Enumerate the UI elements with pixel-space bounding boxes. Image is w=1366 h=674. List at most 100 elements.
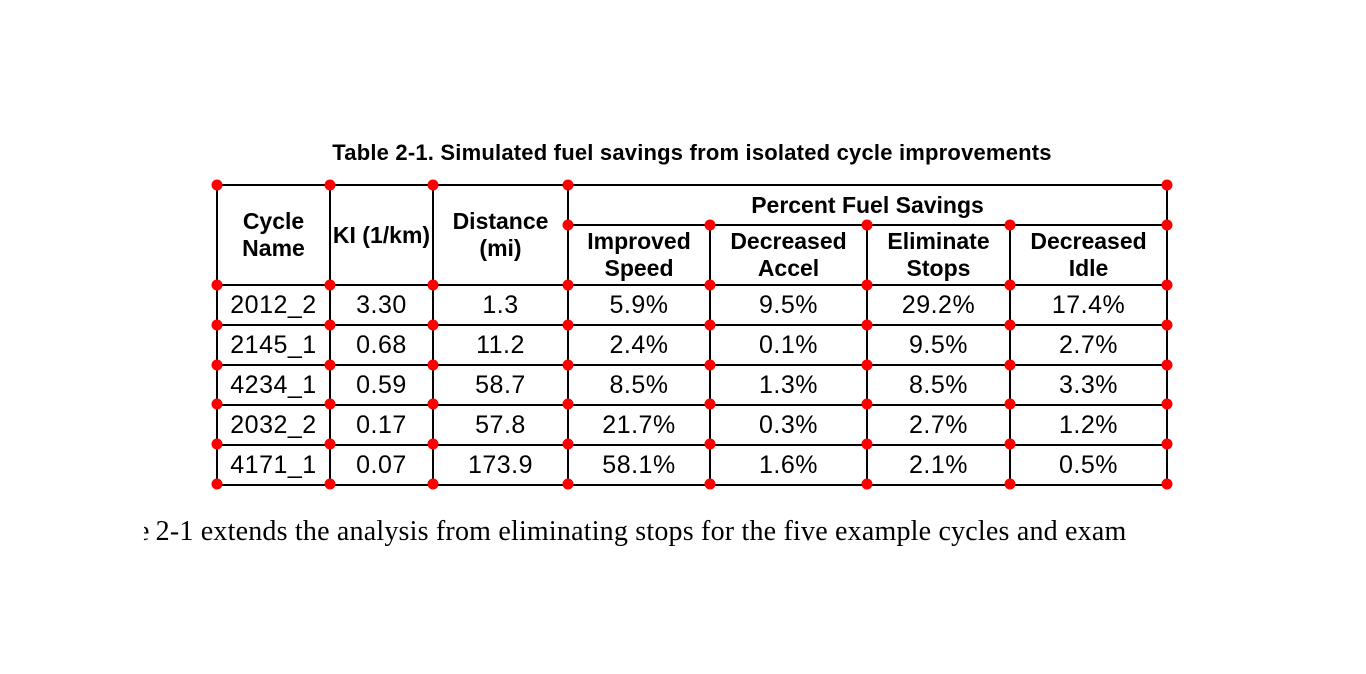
table-row: 4171_1 0.07 173.9 58.1% 1.6% 2.1% 0.5% bbox=[216, 444, 1169, 486]
cell-decreased-accel: 1.3% bbox=[709, 364, 868, 406]
cell-corner-marker bbox=[1004, 279, 1016, 291]
cell-corner-marker bbox=[562, 359, 574, 371]
table-row: 2145_1 0.68 11.2 2.4% 0.1% 9.5% 2.7% bbox=[216, 324, 1169, 366]
cell-corner-marker bbox=[704, 219, 716, 231]
cell-distance: 57.8 bbox=[432, 404, 569, 446]
cell-corner-marker bbox=[427, 179, 439, 191]
cell-decreased-accel: 1.6% bbox=[709, 444, 868, 486]
cell-eliminate-stops: 2.7% bbox=[866, 404, 1011, 446]
cell-cycle-name: 4234_1 bbox=[216, 364, 331, 406]
cell-corner-marker bbox=[427, 319, 439, 331]
cell-corner-marker bbox=[324, 179, 336, 191]
col-header-cycle-name: Cycle Name bbox=[216, 184, 331, 286]
col-header-ki: KI (1/km) bbox=[329, 184, 434, 286]
cell-ki: 0.59 bbox=[329, 364, 434, 406]
cell-corner-marker bbox=[427, 279, 439, 291]
cell-corner-marker bbox=[324, 438, 336, 450]
cell-corner-marker bbox=[1004, 398, 1016, 410]
cell-corner-marker bbox=[861, 279, 873, 291]
cell-decreased-idle: 1.2% bbox=[1008, 404, 1169, 446]
cell-decreased-accel: 0.1% bbox=[709, 324, 868, 366]
cell-corner-marker bbox=[861, 398, 873, 410]
cell-corner-marker bbox=[1161, 279, 1173, 291]
cell-corner-marker bbox=[1004, 319, 1016, 331]
cell-decreased-accel: 0.3% bbox=[709, 404, 868, 446]
cell-corner-marker bbox=[861, 438, 873, 450]
group-header-percent-fuel-savings: Percent Fuel Savings bbox=[566, 184, 1169, 226]
body-text: 2-1 extends the analysis from eliminatin… bbox=[155, 516, 1127, 547]
cell-decreased-idle: 3.3% bbox=[1008, 364, 1169, 406]
cell-improved-speed: 2.4% bbox=[567, 324, 711, 366]
table-row: 2032_2 0.17 57.8 21.7% 0.3% 2.7% 1.2% bbox=[216, 404, 1169, 446]
cell-decreased-idle: 17.4% bbox=[1008, 284, 1169, 326]
cell-improved-speed: 5.9% bbox=[567, 284, 711, 326]
cell-improved-speed: 8.5% bbox=[567, 364, 711, 406]
cell-ki: 0.68 bbox=[329, 324, 434, 366]
cell-corner-marker bbox=[562, 279, 574, 291]
cell-decreased-idle: 2.7% bbox=[1008, 324, 1169, 366]
cell-corner-marker bbox=[1161, 219, 1173, 231]
cell-distance: 173.9 bbox=[432, 444, 569, 486]
cell-distance: 11.2 bbox=[432, 324, 569, 366]
cell-cycle-name: 4171_1 bbox=[216, 444, 331, 486]
cell-corner-marker bbox=[427, 359, 439, 371]
cell-corner-marker bbox=[562, 319, 574, 331]
cell-corner-marker bbox=[562, 398, 574, 410]
cell-distance: 1.3 bbox=[432, 284, 569, 326]
cell-corner-marker bbox=[427, 438, 439, 450]
cell-eliminate-stops: 29.2% bbox=[866, 284, 1011, 326]
cell-corner-marker bbox=[562, 179, 574, 191]
cell-distance: 58.7 bbox=[432, 364, 569, 406]
cell-corner-marker bbox=[427, 478, 439, 490]
clipped-word-fragment: e bbox=[137, 516, 150, 547]
cell-ki: 0.07 bbox=[329, 444, 434, 486]
cell-cycle-name: 2145_1 bbox=[216, 324, 331, 366]
cell-corner-marker bbox=[861, 359, 873, 371]
header-row-group: Cycle Name KI (1/km) Distance (mi) Perce… bbox=[216, 184, 1169, 286]
cell-corner-marker bbox=[704, 279, 716, 291]
table-row: 4234_1 0.59 58.7 8.5% 1.3% 8.5% 3.3% bbox=[216, 364, 1169, 406]
cell-ki: 3.30 bbox=[329, 284, 434, 326]
cell-corner-marker bbox=[861, 219, 873, 231]
cell-eliminate-stops: 8.5% bbox=[866, 364, 1011, 406]
cell-corner-marker bbox=[1161, 179, 1173, 191]
cell-corner-marker bbox=[562, 438, 574, 450]
cell-improved-speed: 21.7% bbox=[567, 404, 711, 446]
cell-corner-marker bbox=[1161, 438, 1173, 450]
table-row: 2012_2 3.30 1.3 5.9% 9.5% 29.2% 17.4% bbox=[216, 284, 1169, 326]
cell-decreased-idle: 0.5% bbox=[1008, 444, 1169, 486]
cell-corner-marker bbox=[704, 359, 716, 371]
body-text-line: e 2-1 extends the analysis from eliminati… bbox=[137, 514, 1127, 550]
col-header-decreased-idle: Decreased Idle bbox=[1008, 224, 1169, 286]
cell-corner-marker bbox=[324, 319, 336, 331]
cell-eliminate-stops: 9.5% bbox=[866, 324, 1011, 366]
cell-corner-marker bbox=[861, 478, 873, 490]
col-header-eliminate-stops: Eliminate Stops bbox=[866, 224, 1011, 286]
cell-corner-marker bbox=[211, 319, 223, 331]
cell-corner-marker bbox=[211, 478, 223, 490]
cell-corner-marker bbox=[861, 319, 873, 331]
cell-corner-marker bbox=[324, 398, 336, 410]
cell-corner-marker bbox=[211, 359, 223, 371]
cell-decreased-accel: 9.5% bbox=[709, 284, 868, 326]
cell-corner-marker bbox=[1161, 359, 1173, 371]
cell-corner-marker bbox=[1004, 219, 1016, 231]
cell-corner-marker bbox=[211, 179, 223, 191]
cell-corner-marker bbox=[562, 478, 574, 490]
cell-corner-marker bbox=[324, 359, 336, 371]
cell-cycle-name: 2032_2 bbox=[216, 404, 331, 446]
cell-corner-marker bbox=[1161, 478, 1173, 490]
cell-corner-marker bbox=[704, 478, 716, 490]
cell-eliminate-stops: 2.1% bbox=[866, 444, 1011, 486]
col-header-distance: Distance (mi) bbox=[432, 184, 569, 286]
cell-corner-marker bbox=[1161, 319, 1173, 331]
cell-corner-marker bbox=[1004, 359, 1016, 371]
cell-corner-marker bbox=[562, 219, 574, 231]
cell-corner-marker bbox=[211, 279, 223, 291]
cell-corner-marker bbox=[324, 478, 336, 490]
cell-corner-marker bbox=[704, 398, 716, 410]
cell-corner-marker bbox=[427, 398, 439, 410]
cell-corner-marker bbox=[324, 279, 336, 291]
table-caption: Table 2-1. Simulated fuel savings from i… bbox=[332, 140, 1052, 165]
